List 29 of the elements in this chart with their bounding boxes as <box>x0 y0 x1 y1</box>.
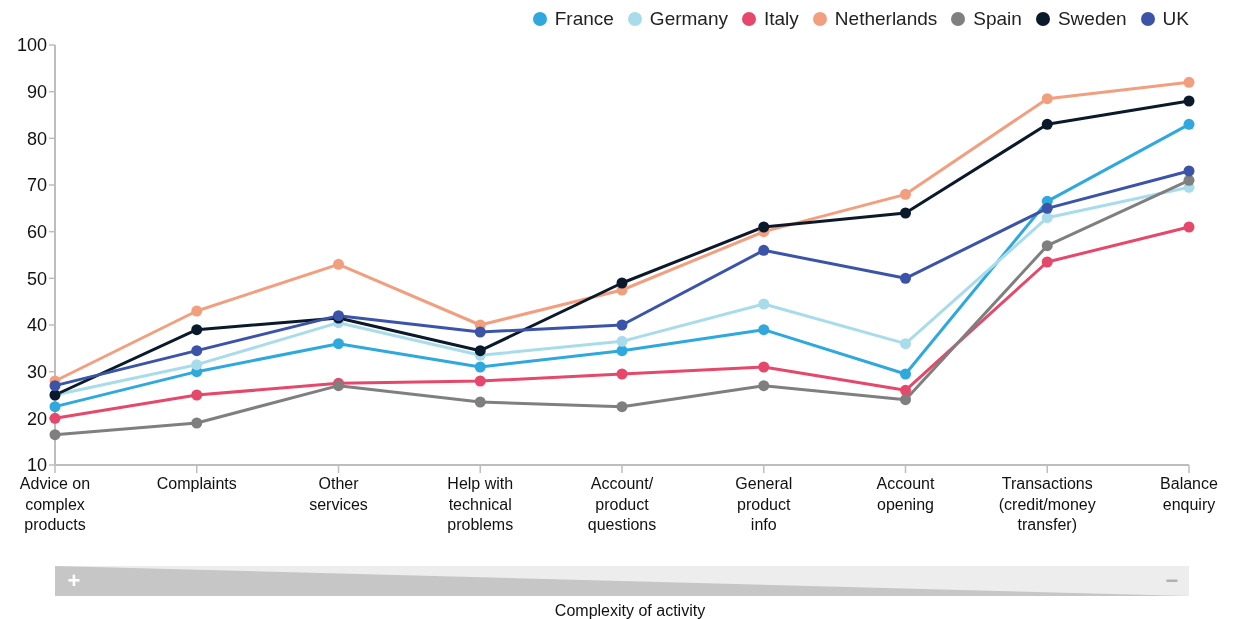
y-tick-label: 10 <box>26 455 47 476</box>
legend-label: Spain <box>973 8 1022 30</box>
y-tick-label: 20 <box>26 408 47 429</box>
legend-label: UK <box>1162 8 1189 30</box>
legend-label: France <box>554 8 614 30</box>
y-tick-label: 40 <box>26 315 47 336</box>
text: + <box>67 568 81 593</box>
y-tick-label: 50 <box>26 268 47 289</box>
x-tick-label: Account opening <box>876 475 935 513</box>
x-tick-label: Complaints <box>156 475 237 492</box>
x-tick-label: Balance enquiry <box>1160 475 1219 513</box>
y-tick-label: 60 <box>26 222 47 243</box>
x-tick-label: Transactions (credit/money transfer) <box>998 475 1096 533</box>
legend-label: Netherlands <box>834 8 938 30</box>
legend-label: Italy <box>764 8 799 30</box>
legend-label: Sweden <box>1057 8 1127 30</box>
x-tick-label: Help with technical problems <box>447 475 514 533</box>
legend-label: Germany <box>649 8 728 30</box>
y-tick-label: 100 <box>16 35 47 56</box>
x-axis-title: Complexity of activity <box>554 602 706 619</box>
x-tick-label: General product info <box>735 475 793 533</box>
x-tick-label: Account/ product questions <box>587 475 657 533</box>
text: − <box>1165 568 1179 593</box>
y-tick-label: 70 <box>26 175 47 196</box>
y-tick-label: 80 <box>26 128 47 149</box>
y-tick-label: 30 <box>26 362 47 383</box>
x-tick-label: Advice on complex products <box>19 475 91 533</box>
x-tick-label: Other services <box>309 475 368 513</box>
y-tick-label: 90 <box>26 82 47 103</box>
